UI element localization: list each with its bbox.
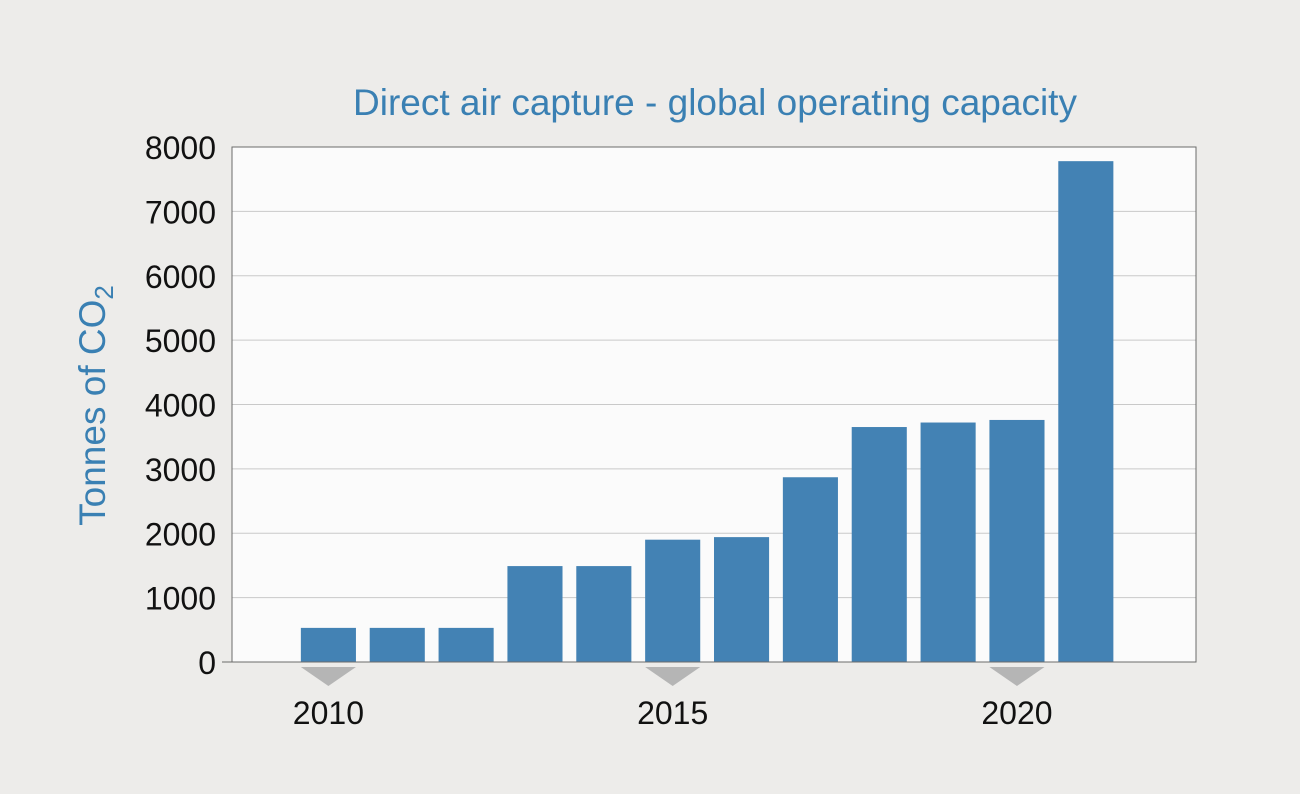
y-tick-label: 7000 [145, 194, 216, 230]
bar-2016 [714, 537, 770, 662]
x-tick-marker [645, 667, 701, 686]
plot-frame [231, 146, 1197, 663]
x-axis-ticks: 2010 2015 2020 [293, 667, 1053, 731]
y-tick-label: 2000 [145, 516, 216, 552]
bar-2019 [920, 422, 976, 662]
x-tick-marker [300, 667, 356, 686]
bars [300, 161, 1114, 662]
y-axis-ticks: 0 1000 2000 3000 4000 5000 6000 7000 8000 [145, 130, 232, 681]
bar-2013 [507, 566, 563, 662]
y-tick-label: 1000 [145, 581, 216, 617]
bar-2012 [438, 627, 494, 662]
y-tick-label: 4000 [145, 388, 216, 424]
y-tick-label: 8000 [145, 130, 216, 166]
y-tick-label: 6000 [145, 259, 216, 295]
gridlines [232, 210, 1196, 599]
chart-title: Direct air capture - global operating ca… [353, 82, 1077, 123]
y-tick-label: 5000 [145, 323, 216, 359]
y-tick-label: 0 [198, 645, 216, 681]
bar-2018 [851, 427, 907, 662]
bar-2011 [369, 627, 425, 662]
y-tick-label: 3000 [145, 452, 216, 488]
bar-2021 [1058, 161, 1114, 662]
bar-2020 [989, 419, 1045, 662]
x-tick-label: 2010 [293, 695, 364, 731]
x-tick-marker [989, 667, 1045, 686]
bar-2014 [576, 566, 632, 662]
bar-2017 [782, 477, 838, 662]
x-tick-label: 2015 [637, 695, 708, 731]
bar-2010 [300, 627, 356, 662]
y-axis-label-main: Tonnes of CO [72, 300, 113, 526]
y-axis-label: Tonnes of CO2 [72, 285, 119, 526]
x-tick-label: 2020 [981, 695, 1052, 731]
y-axis-label-subscript: 2 [89, 285, 119, 299]
bar-2015 [645, 539, 701, 662]
